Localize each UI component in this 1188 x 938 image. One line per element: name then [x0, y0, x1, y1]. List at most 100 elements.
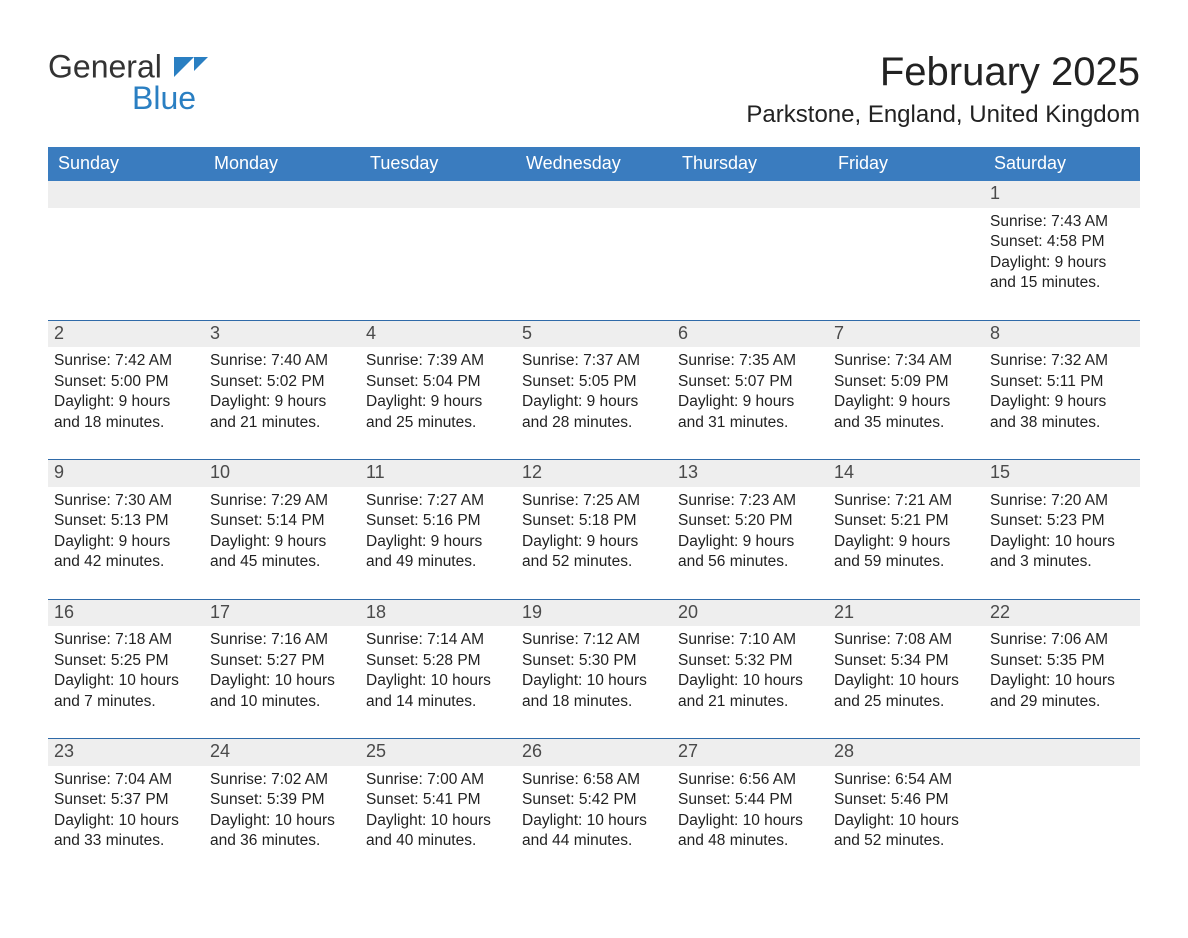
- day-cell: 9Sunrise: 7:30 AMSunset: 5:13 PMDaylight…: [48, 460, 204, 600]
- day-cell: 10Sunrise: 7:29 AMSunset: 5:14 PMDayligh…: [204, 460, 360, 600]
- day-number: [204, 181, 360, 208]
- day-sunrise: Sunrise: 7:30 AM: [54, 491, 198, 511]
- day-sunset: Sunset: 5:05 PM: [522, 372, 666, 392]
- day-sunrise: Sunrise: 7:34 AM: [834, 351, 978, 371]
- day-sunrise: Sunrise: 7:29 AM: [210, 491, 354, 511]
- day-day2: and 31 minutes.: [678, 413, 822, 433]
- day-day1: Daylight: 9 hours: [366, 392, 510, 412]
- day-number: 17: [204, 600, 360, 627]
- day-day2: and 33 minutes.: [54, 831, 198, 851]
- day-sunrise: Sunrise: 7:23 AM: [678, 491, 822, 511]
- day-sunrise: Sunrise: 7:08 AM: [834, 630, 978, 650]
- day-text: Sunrise: 7:16 AMSunset: 5:27 PMDaylight:…: [204, 630, 354, 712]
- day-day1: Daylight: 9 hours: [990, 392, 1134, 412]
- day-sunrise: Sunrise: 7:18 AM: [54, 630, 198, 650]
- day-cell: [204, 181, 360, 320]
- day-day2: and 42 minutes.: [54, 552, 198, 572]
- day-sunrise: Sunrise: 7:16 AM: [210, 630, 354, 650]
- day-number: 5: [516, 321, 672, 348]
- day-day2: and 28 minutes.: [522, 413, 666, 433]
- day-cell: 11Sunrise: 7:27 AMSunset: 5:16 PMDayligh…: [360, 460, 516, 600]
- day-day1: Daylight: 10 hours: [522, 671, 666, 691]
- day-sunset: Sunset: 5:46 PM: [834, 790, 978, 810]
- day-text: Sunrise: 7:37 AMSunset: 5:05 PMDaylight:…: [516, 351, 666, 433]
- day-sunrise: Sunrise: 7:04 AM: [54, 770, 198, 790]
- day-sunrise: Sunrise: 7:37 AM: [522, 351, 666, 371]
- day-day2: and 3 minutes.: [990, 552, 1134, 572]
- day-cell: 26Sunrise: 6:58 AMSunset: 5:42 PMDayligh…: [516, 739, 672, 878]
- day-day1: Daylight: 9 hours: [366, 532, 510, 552]
- day-text: Sunrise: 7:20 AMSunset: 5:23 PMDaylight:…: [984, 491, 1134, 573]
- day-text: Sunrise: 7:42 AMSunset: 5:00 PMDaylight:…: [48, 351, 198, 433]
- day-cell: [48, 181, 204, 320]
- calendar-page: General Blue February 2025 Parkstone, En…: [0, 0, 1188, 938]
- weekday-header: Monday: [204, 147, 360, 181]
- day-number: 8: [984, 321, 1140, 348]
- day-day1: Daylight: 10 hours: [366, 811, 510, 831]
- day-cell: 23Sunrise: 7:04 AMSunset: 5:37 PMDayligh…: [48, 739, 204, 878]
- day-day1: Daylight: 9 hours: [54, 532, 198, 552]
- day-day1: Daylight: 10 hours: [678, 671, 822, 691]
- day-sunset: Sunset: 5:27 PM: [210, 651, 354, 671]
- day-sunset: Sunset: 5:14 PM: [210, 511, 354, 531]
- day-sunset: Sunset: 5:23 PM: [990, 511, 1134, 531]
- day-sunrise: Sunrise: 6:54 AM: [834, 770, 978, 790]
- day-sunset: Sunset: 5:44 PM: [678, 790, 822, 810]
- day-number: 3: [204, 321, 360, 348]
- day-text: Sunrise: 6:56 AMSunset: 5:44 PMDaylight:…: [672, 770, 822, 852]
- day-cell: 19Sunrise: 7:12 AMSunset: 5:30 PMDayligh…: [516, 599, 672, 739]
- day-day2: and 21 minutes.: [210, 413, 354, 433]
- day-sunset: Sunset: 5:04 PM: [366, 372, 510, 392]
- day-day1: Daylight: 9 hours: [522, 392, 666, 412]
- day-day1: Daylight: 9 hours: [834, 532, 978, 552]
- day-cell: 25Sunrise: 7:00 AMSunset: 5:41 PMDayligh…: [360, 739, 516, 878]
- day-number: 15: [984, 460, 1140, 487]
- header-area: General Blue February 2025 Parkstone, En…: [48, 50, 1140, 129]
- day-sunrise: Sunrise: 7:35 AM: [678, 351, 822, 371]
- day-day2: and 52 minutes.: [834, 831, 978, 851]
- day-day1: Daylight: 9 hours: [210, 392, 354, 412]
- day-text: Sunrise: 7:10 AMSunset: 5:32 PMDaylight:…: [672, 630, 822, 712]
- day-number: 20: [672, 600, 828, 627]
- day-text: Sunrise: 7:29 AMSunset: 5:14 PMDaylight:…: [204, 491, 354, 573]
- day-sunrise: Sunrise: 6:56 AM: [678, 770, 822, 790]
- day-text: Sunrise: 7:18 AMSunset: 5:25 PMDaylight:…: [48, 630, 198, 712]
- day-text: Sunrise: 6:58 AMSunset: 5:42 PMDaylight:…: [516, 770, 666, 852]
- day-day1: Daylight: 10 hours: [210, 671, 354, 691]
- day-day1: Daylight: 9 hours: [678, 392, 822, 412]
- brand-logo: General Blue: [48, 50, 208, 114]
- day-sunset: Sunset: 5:34 PM: [834, 651, 978, 671]
- day-day1: Daylight: 10 hours: [210, 811, 354, 831]
- day-sunset: Sunset: 5:39 PM: [210, 790, 354, 810]
- day-sunrise: Sunrise: 7:20 AM: [990, 491, 1134, 511]
- day-number: 18: [360, 600, 516, 627]
- day-cell: [360, 181, 516, 320]
- day-sunrise: Sunrise: 7:40 AM: [210, 351, 354, 371]
- day-day1: Daylight: 10 hours: [54, 811, 198, 831]
- day-sunset: Sunset: 5:20 PM: [678, 511, 822, 531]
- day-sunrise: Sunrise: 7:32 AM: [990, 351, 1134, 371]
- day-day1: Daylight: 9 hours: [522, 532, 666, 552]
- day-day2: and 14 minutes.: [366, 692, 510, 712]
- day-day2: and 45 minutes.: [210, 552, 354, 572]
- day-cell: 4Sunrise: 7:39 AMSunset: 5:04 PMDaylight…: [360, 320, 516, 460]
- day-number: 9: [48, 460, 204, 487]
- day-sunrise: Sunrise: 7:12 AM: [522, 630, 666, 650]
- day-sunrise: Sunrise: 7:14 AM: [366, 630, 510, 650]
- day-cell: [516, 181, 672, 320]
- day-day2: and 36 minutes.: [210, 831, 354, 851]
- day-day2: and 44 minutes.: [522, 831, 666, 851]
- day-sunset: Sunset: 5:35 PM: [990, 651, 1134, 671]
- day-number: 21: [828, 600, 984, 627]
- day-cell: 7Sunrise: 7:34 AMSunset: 5:09 PMDaylight…: [828, 320, 984, 460]
- day-number: [984, 739, 1140, 766]
- day-text: Sunrise: 7:23 AMSunset: 5:20 PMDaylight:…: [672, 491, 822, 573]
- day-cell: 14Sunrise: 7:21 AMSunset: 5:21 PMDayligh…: [828, 460, 984, 600]
- day-number: 2: [48, 321, 204, 348]
- day-number: 11: [360, 460, 516, 487]
- day-sunset: Sunset: 5:37 PM: [54, 790, 198, 810]
- day-day2: and 40 minutes.: [366, 831, 510, 851]
- day-sunrise: Sunrise: 7:21 AM: [834, 491, 978, 511]
- page-title: February 2025: [746, 50, 1140, 95]
- day-day2: and 52 minutes.: [522, 552, 666, 572]
